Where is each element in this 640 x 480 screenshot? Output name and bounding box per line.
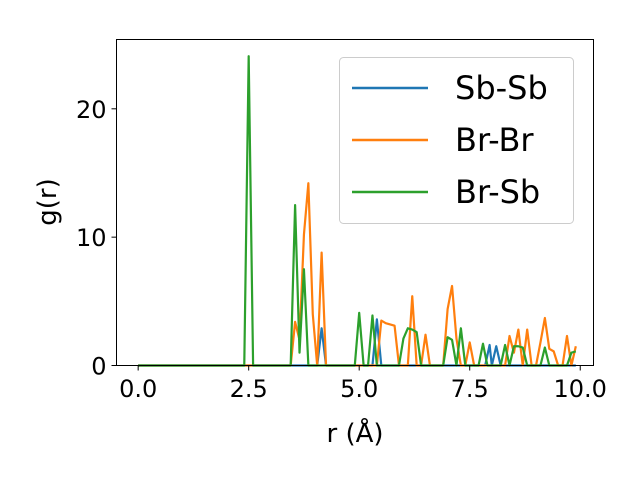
x-tick-label: 0.0 (119, 375, 157, 403)
x-axis: 0.0 2.5 5.0 7.5 10.0 (119, 365, 607, 403)
x-axis-label: r (Å) (326, 417, 383, 449)
x-tick-label: 5.0 (340, 375, 378, 403)
series-line-br-br (138, 182, 577, 367)
x-tick-label: 10.0 (554, 375, 607, 403)
legend: Sb-Sb Br-Br Br-Sb (339, 57, 574, 224)
legend-label: Sb-Sb (455, 69, 548, 107)
x-tick-label: 7.5 (451, 375, 489, 403)
y-axis-label: g(r) (33, 178, 63, 225)
legend-label: Br-Br (455, 121, 534, 159)
plot-frame (116, 39, 594, 366)
y-tick-label: 10 (76, 224, 107, 252)
x-tick-label: 2.5 (230, 375, 268, 403)
y-tick-label: 0 (91, 353, 106, 381)
y-tick-label: 20 (76, 96, 107, 124)
y-axis: 0 10 20 (76, 96, 117, 381)
legend-label: Br-Sb (455, 173, 540, 211)
legend-box (339, 57, 574, 224)
